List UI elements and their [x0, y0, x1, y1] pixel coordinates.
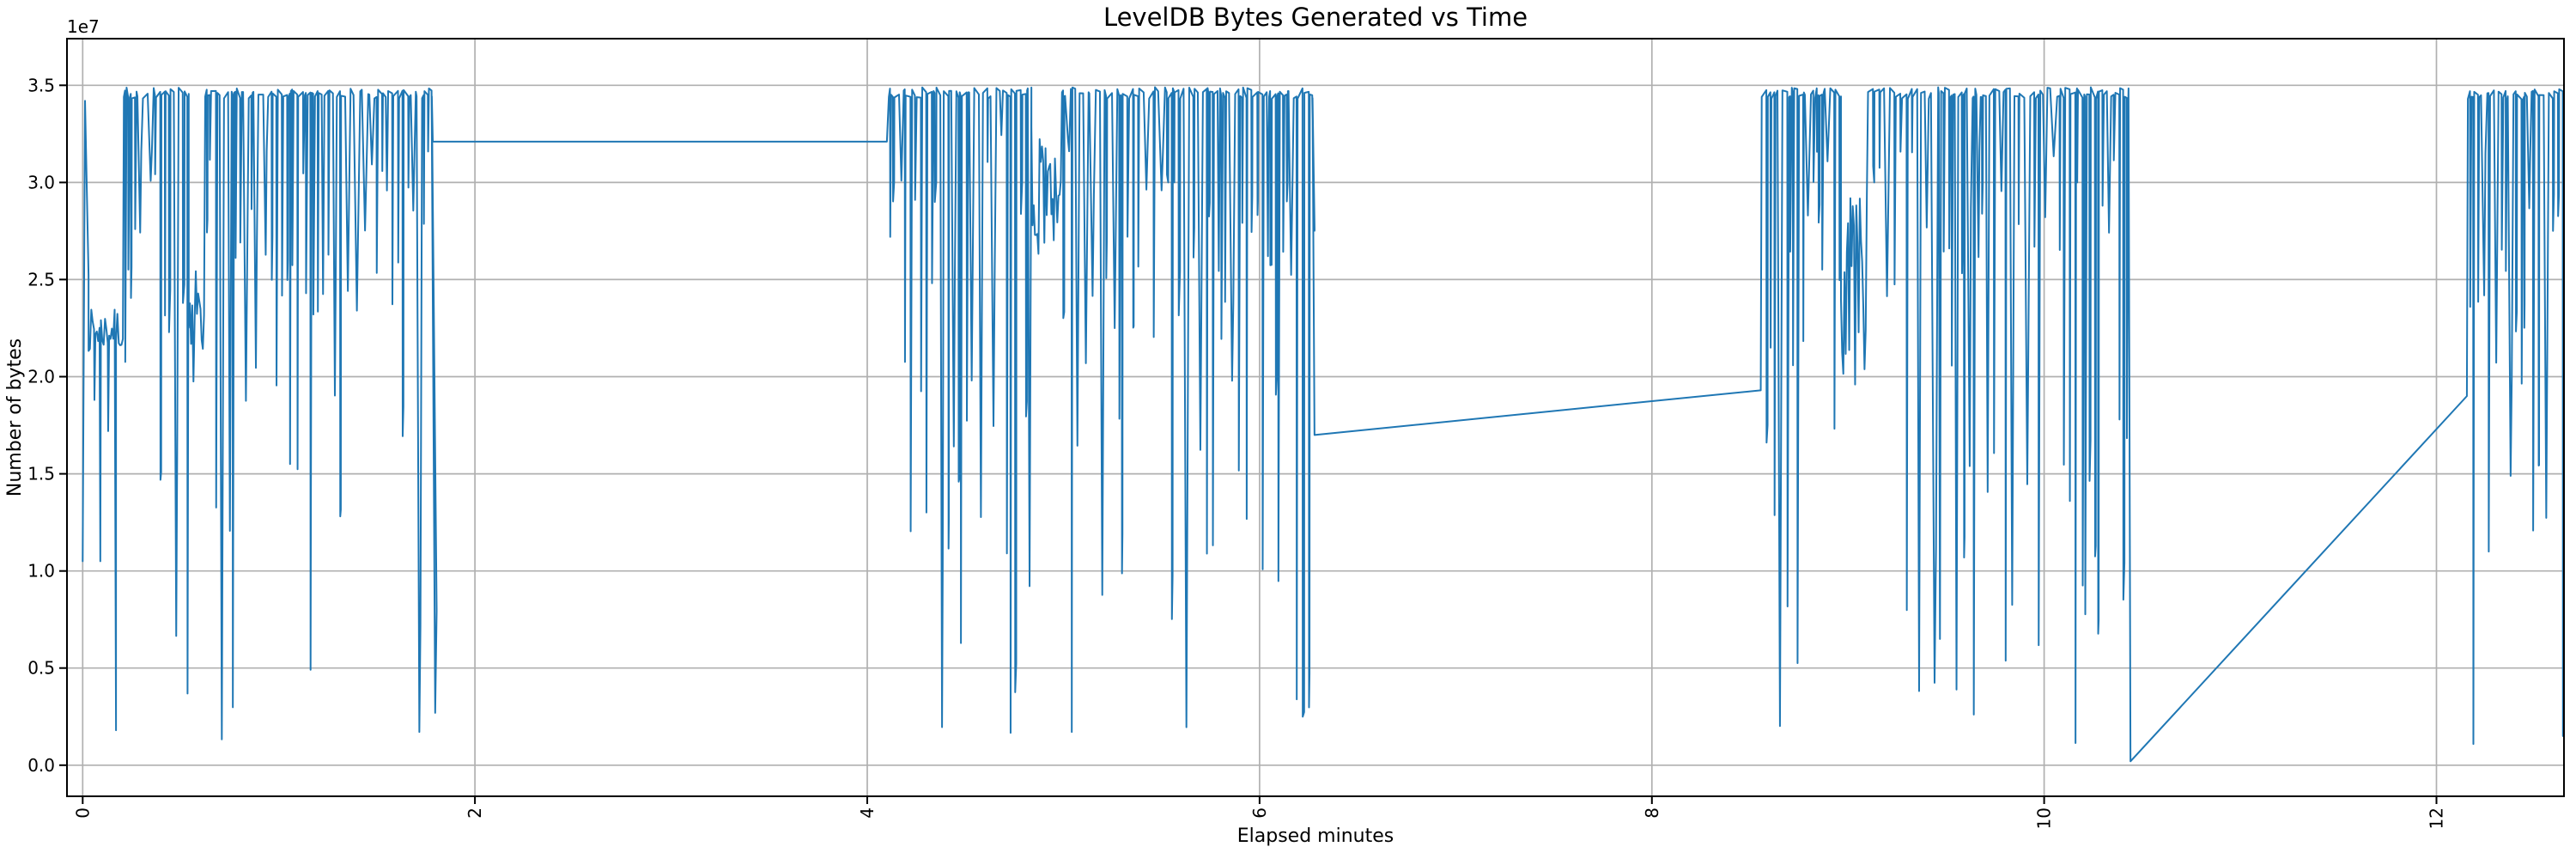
x-tick-label: 2: [465, 807, 485, 819]
x-tick-label: 12: [2427, 807, 2447, 829]
y-axis-offset-label: 1e7: [67, 16, 100, 37]
y-tick-label: 2.5: [27, 269, 55, 289]
chart-title: LevelDB Bytes Generated vs Time: [1103, 3, 1528, 32]
y-tick-label: 3.5: [27, 75, 55, 95]
grid-lines: [67, 39, 2564, 796]
y-tick-label: 0.5: [27, 658, 55, 679]
x-axis-label: Elapsed minutes: [1237, 825, 1394, 847]
y-tick-label: 1.5: [27, 464, 55, 484]
x-tick-label: 4: [857, 807, 878, 819]
plot-border: [66, 38, 2565, 797]
axis-tick-labels: 0 2 4 6 8 10 12 0.0 0.5 1.0 1.5 2.0 2.5 3.0 3.5: [27, 75, 2446, 829]
x-tick-label: 10: [2034, 807, 2055, 829]
axis-ticks: [59, 84, 2438, 804]
y-axis-label: Number of bytes: [4, 338, 26, 497]
data-series-line: [82, 86, 2564, 763]
x-tick-label: 8: [1642, 807, 1662, 819]
x-tick-label: 0: [72, 807, 93, 819]
axes-spines: [66, 38, 2565, 797]
y-tick-label: 3.0: [27, 172, 55, 192]
x-tick-label: 6: [1249, 807, 1270, 819]
y-tick-label: 1.0: [27, 561, 55, 582]
y-tick-label: 0.0: [27, 755, 55, 776]
y-tick-label: 2.0: [27, 367, 55, 387]
